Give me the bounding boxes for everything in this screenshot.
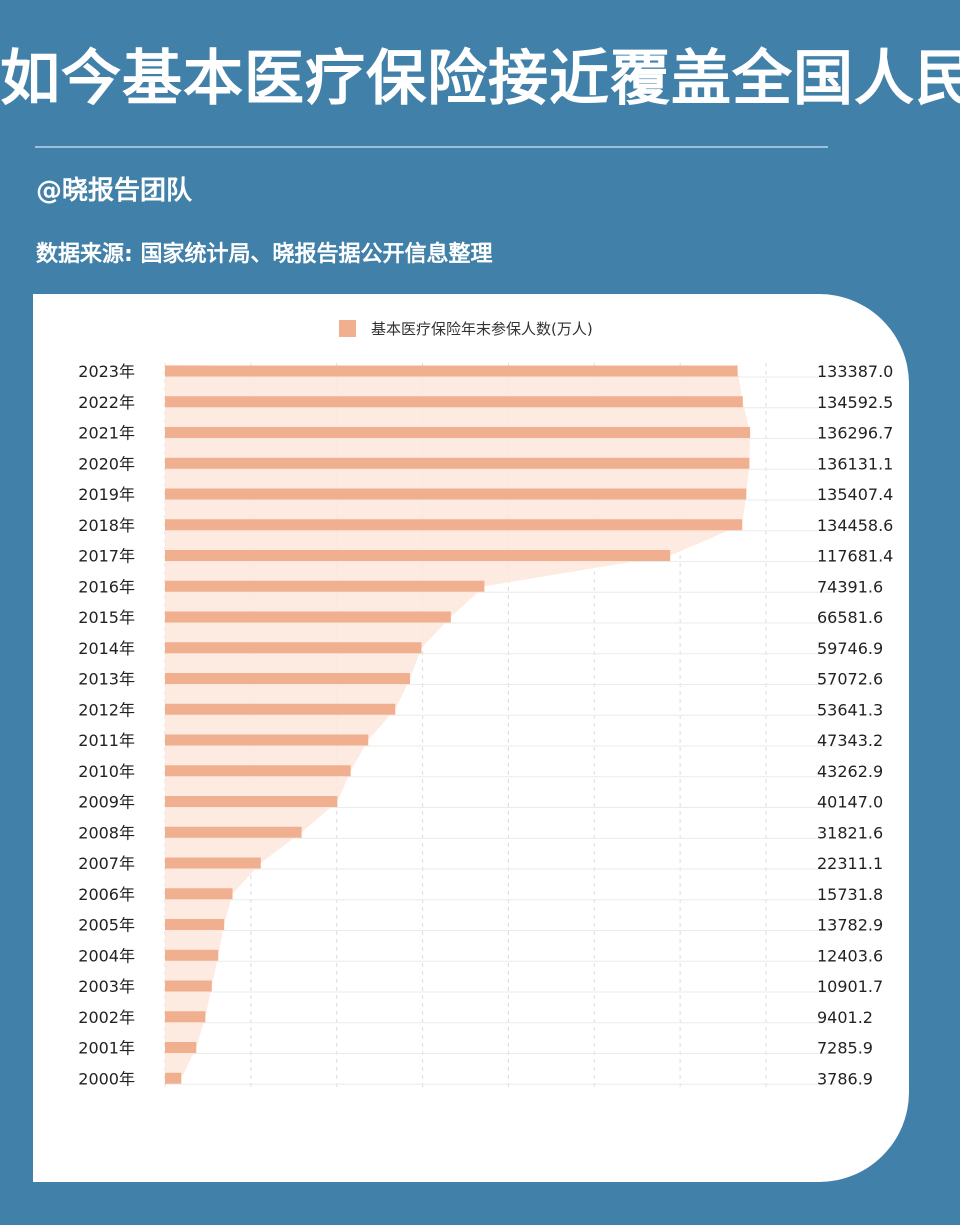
category-label: 2015年 — [78, 608, 135, 627]
category-label: 2011年 — [78, 731, 135, 750]
bar — [165, 396, 743, 408]
value-label: 13782.9 — [817, 916, 883, 935]
value-label: 7285.9 — [817, 1039, 873, 1058]
category-label: 2009年 — [78, 793, 135, 812]
bar — [165, 888, 233, 900]
bar — [165, 1042, 197, 1053]
category-label: 2023年 — [78, 362, 135, 381]
bar — [165, 580, 485, 592]
source-label: 数据来源: 国家统计局、晓报告据公开信息整理 — [36, 242, 493, 267]
title-divider — [35, 146, 828, 148]
bar — [165, 796, 338, 807]
category-label: 2016年 — [78, 577, 135, 596]
value-label: 134458.6 — [817, 516, 893, 535]
area-fill — [165, 365, 751, 1085]
value-label: 22311.1 — [817, 854, 883, 873]
bar — [165, 457, 750, 469]
category-label: 2001年 — [78, 1039, 135, 1058]
bar — [165, 1011, 206, 1023]
category-label: 2002年 — [78, 1008, 135, 1027]
category-label: 2005年 — [78, 916, 135, 935]
chart-card: 2023年 133387.0 2022年 134592.5 2021年 136296.7 2… — [33, 294, 909, 1182]
author-label: @晓报告团队 — [36, 176, 193, 206]
value-label: 3786.9 — [817, 1069, 873, 1088]
category-label: 2010年 — [78, 762, 135, 781]
bar — [165, 519, 743, 531]
value-label: 136296.7 — [817, 424, 893, 443]
bar — [165, 1072, 182, 1084]
value-label: 135407.4 — [817, 485, 893, 504]
category-label: 2003年 — [78, 977, 135, 996]
category-label: 2008年 — [78, 823, 135, 842]
bar — [165, 949, 219, 961]
value-label: 133387.0 — [817, 362, 893, 381]
bar — [165, 826, 302, 838]
value-label: 66581.6 — [817, 608, 883, 627]
legend-swatch — [339, 320, 356, 337]
value-label: 12403.6 — [817, 946, 883, 965]
page-title: 如今基本医疗保险接近覆盖全国人民 — [0, 44, 960, 114]
value-label: 10901.7 — [817, 977, 883, 996]
value-label: 40147.0 — [817, 793, 883, 812]
value-label: 43262.9 — [817, 762, 883, 781]
value-label: 47343.2 — [817, 731, 883, 750]
category-label: 2018年 — [78, 516, 135, 535]
bar — [165, 734, 369, 746]
value-label: 136131.1 — [817, 454, 893, 473]
value-label: 74391.6 — [817, 577, 883, 596]
value-label: 117681.4 — [817, 547, 893, 566]
bar — [165, 673, 411, 684]
legend-label: 基本医疗保险年末参保人数(万人) — [371, 320, 593, 338]
bar — [165, 611, 451, 623]
bar — [165, 857, 261, 869]
value-label: 9401.2 — [817, 1008, 873, 1027]
bar — [165, 365, 738, 377]
bar — [165, 765, 351, 777]
category-label: 2013年 — [78, 670, 135, 689]
category-label: 2014年 — [78, 639, 135, 658]
value-label: 53641.3 — [817, 700, 883, 719]
bar — [165, 427, 751, 438]
value-label: 57072.6 — [817, 670, 883, 689]
bar — [165, 703, 396, 715]
value-label: 134592.5 — [817, 393, 893, 412]
category-label: 2007年 — [78, 854, 135, 873]
value-label: 59746.9 — [817, 639, 883, 658]
bar — [165, 550, 671, 561]
bar — [165, 980, 212, 992]
category-label: 2012年 — [78, 700, 135, 719]
category-label: 2004年 — [78, 946, 135, 965]
bar — [165, 919, 225, 930]
bar — [165, 642, 422, 654]
value-label: 15731.8 — [817, 885, 883, 904]
category-label: 2006年 — [78, 885, 135, 904]
category-label: 2020年 — [78, 454, 135, 473]
category-label: 2021年 — [78, 424, 135, 443]
category-label: 2000年 — [78, 1069, 135, 1088]
bar-chart: 2023年 133387.0 2022年 134592.5 2021年 136296.7 2… — [78, 320, 893, 1091]
category-label: 2017年 — [78, 547, 135, 566]
category-label: 2022年 — [78, 393, 135, 412]
category-label: 2019年 — [78, 485, 135, 504]
bar — [165, 488, 747, 500]
value-label: 31821.6 — [817, 823, 883, 842]
